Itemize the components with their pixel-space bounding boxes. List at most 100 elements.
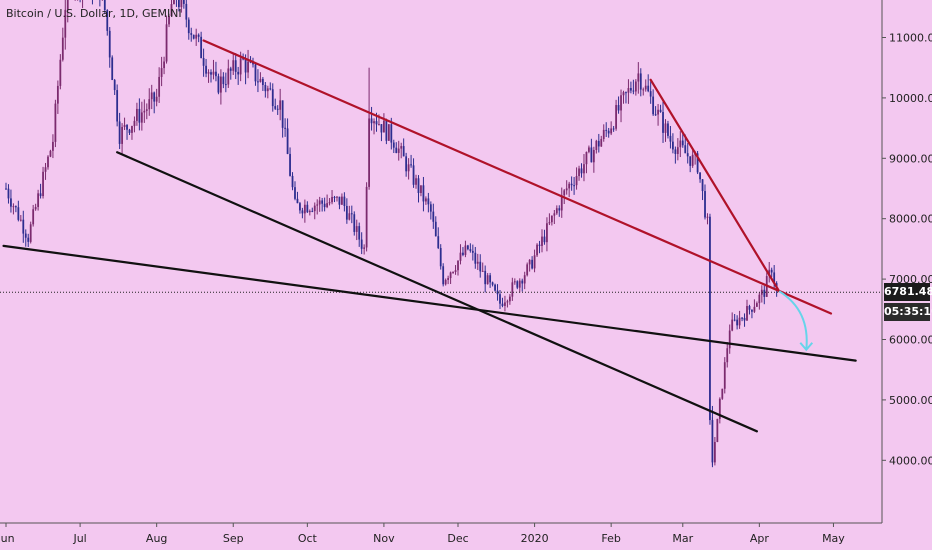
trendline-black [116, 151, 758, 433]
candle-body [748, 306, 751, 310]
candle-body [222, 76, 225, 85]
candle-body [5, 188, 7, 190]
price-tick-label: 7000.00 [889, 273, 932, 286]
candle-body [610, 128, 613, 134]
candle-body [425, 198, 427, 202]
candle-body [239, 58, 242, 75]
time-tick-label: Mar [672, 532, 693, 545]
candle-body [27, 237, 30, 242]
candle-body [158, 76, 161, 97]
candle-body [123, 124, 126, 127]
candle-body [533, 255, 536, 269]
candle-body [64, 9, 67, 38]
candle-body [437, 236, 440, 249]
candle-body [200, 36, 203, 59]
trendline-black [2, 244, 857, 362]
candle-body [160, 68, 163, 77]
candle-body [217, 76, 220, 93]
candle-body [313, 205, 316, 212]
candle-body [432, 211, 435, 222]
candle-body [363, 247, 366, 249]
candle-body [548, 222, 551, 224]
candle-body [410, 164, 412, 166]
candle-body [229, 68, 232, 71]
candle-body [513, 281, 516, 283]
candle-body [224, 84, 227, 86]
candle-body [753, 306, 756, 312]
candle-body [348, 213, 351, 220]
candle-body [605, 129, 608, 131]
candle-body [378, 124, 380, 126]
candle-body [163, 61, 165, 69]
candle-body [44, 167, 47, 172]
candle-body [182, 0, 185, 4]
candle-body [187, 19, 190, 34]
candle-body [12, 206, 15, 208]
candle-body [726, 348, 729, 363]
candle-body [476, 261, 479, 264]
candle-body [523, 275, 526, 284]
candle-body [684, 145, 687, 154]
candle-body [103, 0, 106, 11]
candle-body [39, 193, 42, 197]
candle-body [59, 59, 62, 86]
candle-body [607, 130, 610, 134]
candle-body [259, 78, 262, 82]
candle-body [261, 78, 264, 86]
candle-body [197, 34, 200, 37]
candle-body [686, 153, 689, 157]
candle-body [506, 301, 509, 303]
candle-body [37, 193, 40, 208]
candle-body [343, 196, 346, 207]
candle-body [741, 317, 743, 319]
candle-body [447, 278, 450, 280]
candle-body [474, 252, 477, 264]
candle-body [481, 270, 484, 272]
candle-body [321, 200, 324, 204]
candle-body [575, 176, 578, 186]
candle-body [518, 280, 521, 288]
candle-body [573, 185, 575, 187]
candle-body [620, 95, 622, 111]
candle-body [210, 72, 212, 75]
candle-body [301, 210, 304, 214]
time-tick-label: Jun [0, 532, 15, 545]
candle-body [173, 0, 175, 5]
candle-body [336, 196, 338, 198]
candle-body [728, 330, 731, 349]
candle-body [291, 175, 294, 188]
candle-body [345, 206, 348, 220]
candle-body [516, 281, 519, 288]
candle-body [751, 309, 753, 312]
candle-body [471, 250, 474, 253]
candle-body [405, 156, 408, 172]
candle-body [689, 156, 692, 166]
candle-body [674, 149, 677, 154]
time-tick-label: Jul [72, 532, 86, 545]
candle-body [106, 10, 109, 31]
candle-body [47, 156, 49, 168]
candle-body [647, 85, 650, 92]
candle-body [323, 203, 326, 208]
candle-body [459, 252, 462, 261]
candle-body [128, 129, 131, 133]
candle-body [227, 68, 230, 85]
candle-body [444, 279, 447, 285]
candle-body [407, 164, 410, 172]
candle-body [568, 183, 571, 189]
candle-body [195, 34, 198, 39]
candle-body [657, 109, 659, 115]
candle-body [457, 260, 459, 271]
candle-body [242, 58, 245, 60]
candle-body [731, 319, 734, 331]
candle-body [528, 259, 531, 265]
candle-body [672, 141, 674, 150]
candle-body [281, 100, 284, 128]
candle-body [479, 261, 482, 272]
candle-body [299, 203, 301, 211]
candle-body [49, 150, 52, 157]
candle-body [565, 188, 568, 191]
candle-body [116, 90, 119, 122]
